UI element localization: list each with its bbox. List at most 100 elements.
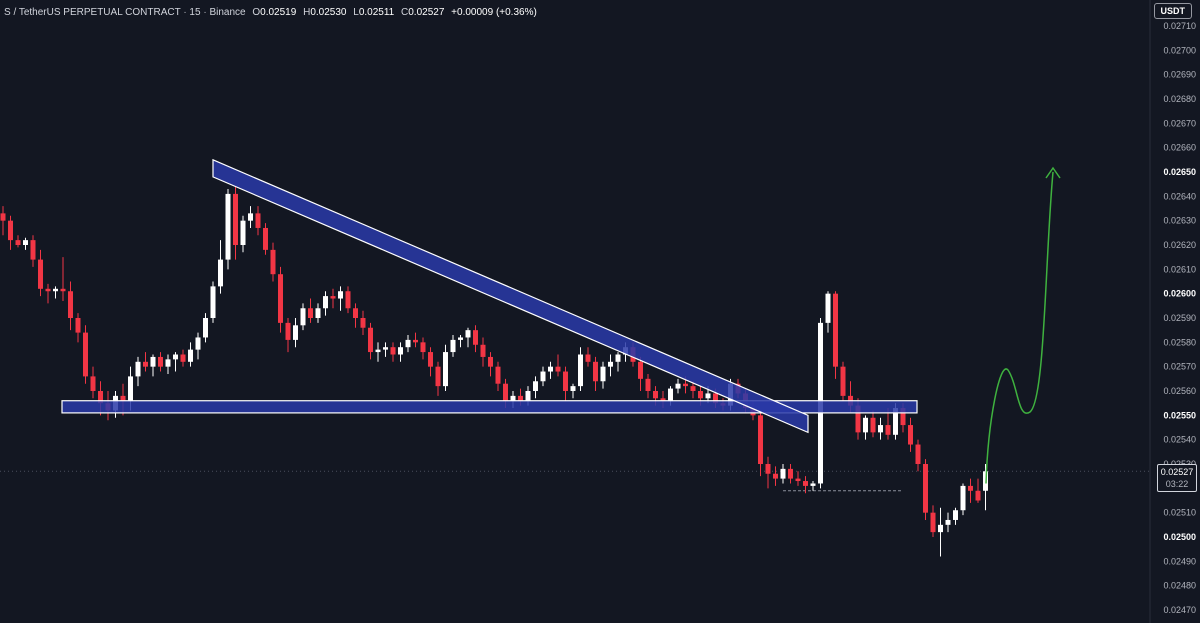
y-tick-label: 0.02690 [1163,70,1196,80]
y-tick-label: 0.02710 [1163,21,1196,31]
symbol-name[interactable]: S / TetherUS PERPETUAL CONTRACT [4,7,181,18]
candle-body [788,468,793,479]
candle-body [645,378,651,391]
candle-body [120,395,126,401]
candle-body [195,337,201,350]
candle-body [713,393,718,404]
interval-label[interactable]: 15 [189,7,201,18]
candle-body [330,296,336,299]
candle-body [945,519,951,525]
candle-body [488,356,493,367]
candle-body [60,288,66,292]
candle-body [953,510,958,520]
support-zone [61,400,918,414]
candle-body [458,337,463,340]
candle-body [435,366,441,387]
y-tick-label: 0.02570 [1163,362,1196,372]
candle-body [503,383,508,401]
candle-body [668,388,673,401]
candle-body [353,308,358,318]
candle-body [45,288,51,292]
y-tick-label: 0.02640 [1163,191,1196,201]
candle-body [765,464,771,474]
candle-body [495,366,501,384]
candle-body [98,391,103,404]
candle-body [38,259,43,289]
candle-body [180,354,186,362]
candle-body [518,395,523,401]
candle-body [218,259,223,287]
candle-body [263,227,268,250]
candle-body [915,444,921,464]
candle-body [75,318,81,333]
candle-body [83,332,88,377]
candle-body [308,308,313,318]
candle-body [885,425,891,435]
candle-body [315,308,321,318]
candle-body [863,417,868,433]
candle-body [413,339,418,343]
y-tick-label: 0.02660 [1163,143,1196,153]
candle-body [203,318,208,338]
y-tick-label: 0.02580 [1163,337,1196,347]
candle-body [450,339,456,353]
candle-body [563,371,568,391]
candle-body [548,366,553,372]
currency-button[interactable]: USDT [1153,3,1192,19]
candle-body [660,398,666,401]
candle-body [135,361,141,377]
symbol-header: S / TetherUS PERPETUAL CONTRACT · 15 · B… [4,7,537,18]
candle-body [398,347,403,355]
candle-body [780,468,786,479]
candle-body [840,366,846,396]
candle-body [600,366,606,382]
candle-body [578,354,583,387]
candle-body [443,352,448,387]
candle-body [128,376,133,401]
y-tick-label: 0.02540 [1163,435,1196,445]
candle-body [923,464,928,513]
low-value: 0.02511 [358,7,395,18]
candle-body [540,371,546,382]
descending-trendline-band [212,158,809,434]
candle-body [165,359,171,367]
candle-body [375,349,381,353]
candle-body [638,361,643,379]
candle-body [615,354,621,362]
candle-body [285,322,291,340]
close-value: 0.02527 [408,7,445,18]
candle-body [938,524,943,533]
last-price-badge: 0.02527 03:22 [1157,464,1197,492]
y-tick-label: 0.02610 [1163,264,1196,274]
candle-body [338,291,343,299]
candle-body [825,293,831,323]
y-tick-label: 0.02620 [1163,240,1196,250]
projection-arrow-head [1045,166,1061,179]
candle-body [608,361,613,367]
open-label: O [252,7,261,18]
candle-body [383,347,388,350]
y-tick-label: 0.02680 [1163,94,1196,104]
candle-body [698,391,703,399]
candle-body [690,386,696,391]
candle-body [870,417,876,433]
candle-body [653,391,658,399]
candle-body [225,193,231,260]
candle-body [675,383,681,389]
candle-body [233,193,238,245]
candle-body [960,485,966,511]
candle-body [30,240,36,260]
bar-countdown: 03:22 [1165,479,1189,489]
candle-body [158,356,163,367]
candle-body [345,291,351,309]
candle-body [585,354,591,362]
candle-body [293,325,298,340]
candle-body [255,213,261,228]
candle-body [68,291,73,318]
y-tick-label: 0.02500 [1163,532,1196,542]
candle-body [555,366,561,372]
candle-body [248,213,253,221]
candle-body [480,344,486,357]
